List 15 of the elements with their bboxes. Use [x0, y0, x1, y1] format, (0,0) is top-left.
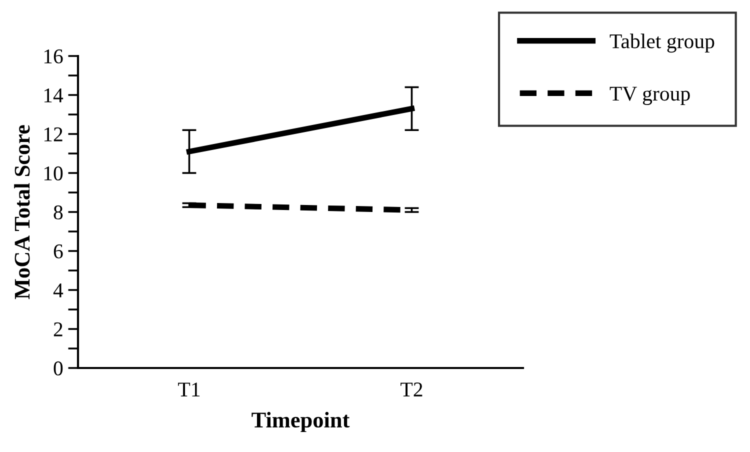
y-tick-label: 8 — [54, 205, 63, 220]
y-tick-label: 0 — [54, 361, 63, 376]
x-tick-label: T1 — [178, 382, 200, 396]
x-tick-label: T2 — [400, 382, 422, 396]
y-axis-title: MoCA Total Score — [14, 125, 30, 300]
legend-label: Tablet group — [610, 34, 714, 53]
legend-label: TV group — [610, 86, 690, 105]
y-tick-label: 2 — [54, 322, 62, 336]
y-tick-label: 12 — [44, 127, 62, 142]
y-tick-label: 10 — [44, 166, 63, 180]
y-tick-label: 16 — [44, 49, 63, 64]
y-tick-label: 14 — [44, 88, 64, 102]
y-tick-label: 6 — [54, 244, 63, 258]
y-tick-label: 4 — [53, 284, 64, 298]
x-axis-title: Timepoint — [252, 412, 350, 432]
